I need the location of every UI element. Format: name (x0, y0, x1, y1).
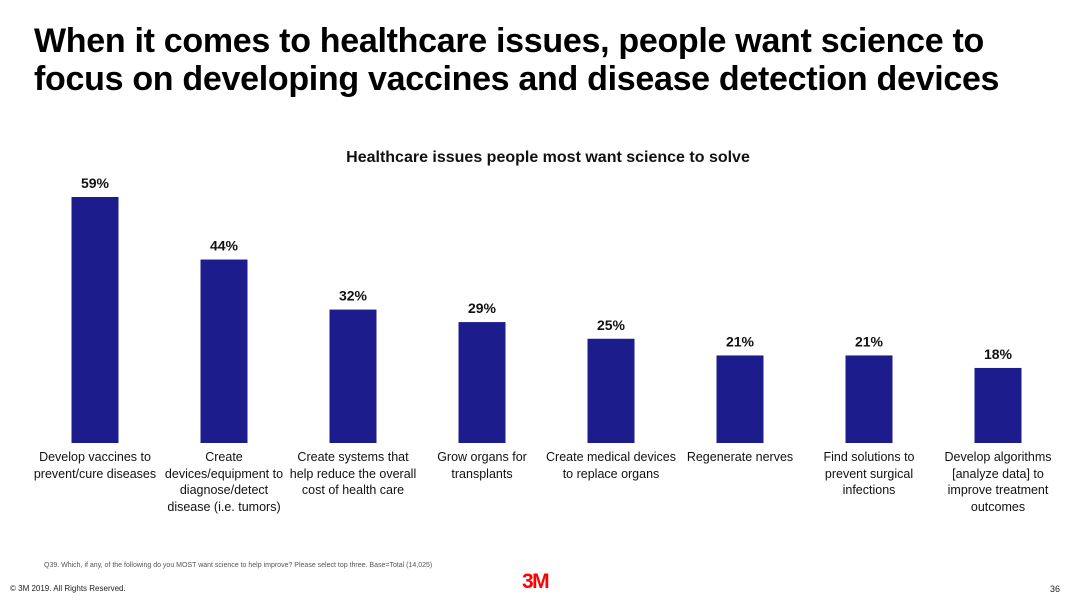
category-label-2: Create devices/equipment to diagnose/det… (164, 450, 284, 514)
bar-chart: 59% 44% 32% 29% 25% 21% 21% 18% (71, 175, 1022, 443)
page-number: 36 (1049, 584, 1060, 594)
bar-8 (974, 367, 1022, 443)
category-label-8: Develop algorithms [analyze data] to imp… (944, 450, 1052, 514)
value-label-2: 44% (210, 238, 239, 254)
value-label-3: 32% (339, 288, 368, 304)
bar-1 (71, 197, 119, 443)
copyright: © 3M 2019. All Rights Reserved. (10, 584, 126, 593)
bar-6 (716, 355, 764, 443)
value-label-4: 29% (468, 300, 497, 316)
category-label-4: Grow organs for transplants (437, 450, 527, 481)
value-label-5: 25% (597, 317, 626, 333)
category-label-1: Develop vaccines to prevent/cure disease… (33, 450, 157, 481)
bar-3 (329, 309, 377, 443)
value-label-8: 18% (984, 346, 1013, 362)
value-label-1: 59% (81, 175, 110, 191)
category-label-7: Find solutions to prevent surgical infec… (823, 450, 915, 497)
bar-4 (458, 322, 506, 443)
bar-5 (587, 338, 635, 443)
footnote: Q39. Which, if any, of the following do … (44, 562, 433, 569)
value-label-6: 21% (726, 333, 755, 349)
3m-logo: 3M (522, 570, 550, 593)
category-label-3: Create systems that help reduce the over… (289, 450, 417, 497)
chart-title: Healthcare issues people most want scien… (346, 149, 750, 166)
bar-2 (200, 259, 248, 443)
category-label-6: Regenerate nerves (686, 450, 794, 464)
category-label-5: Create medical devices to replace organs (546, 450, 676, 481)
slide-title: When it comes to healthcare issues, peop… (34, 22, 1000, 98)
value-label-7: 21% (855, 333, 884, 349)
bar-7 (845, 355, 893, 443)
